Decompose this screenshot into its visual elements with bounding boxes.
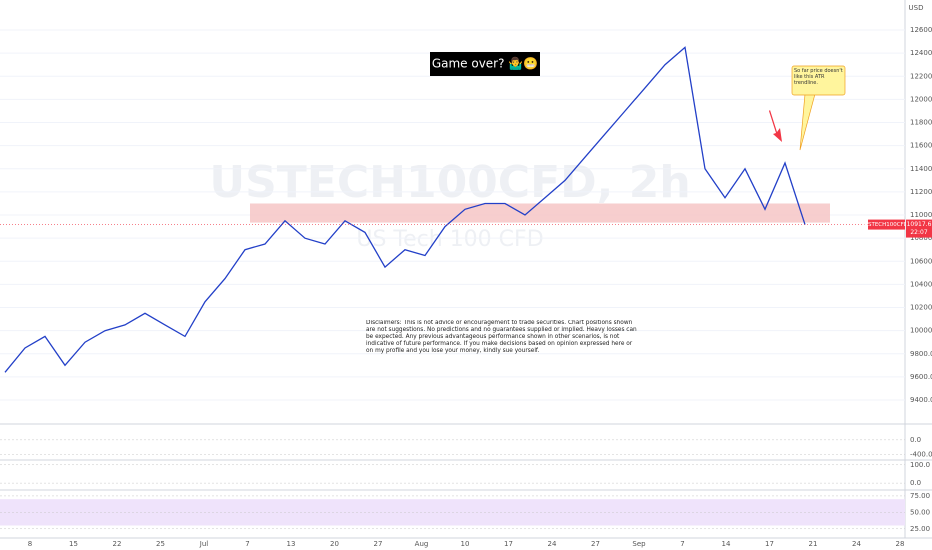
resistance-zone bbox=[250, 203, 830, 223]
y-tick-label: 9600.0 bbox=[910, 373, 932, 381]
watermark-subtitle: US Tech 100 CFD bbox=[356, 227, 543, 252]
x-tick-label: 24 bbox=[852, 540, 861, 548]
disclaimer: Disclaimers: This is not advice or encou… bbox=[366, 320, 637, 354]
x-tick-label: 10 bbox=[461, 540, 470, 548]
y-tick-label: 12200.0 bbox=[910, 72, 932, 80]
pane-tick-label: -400.0 bbox=[910, 451, 932, 459]
y-tick-label: 11000.0 bbox=[910, 211, 932, 219]
y-tick-label: 10800.0 bbox=[910, 234, 932, 242]
y-tick-label: 9800.0 bbox=[910, 350, 932, 358]
currency: USD bbox=[909, 4, 924, 12]
price-tag bbox=[906, 219, 932, 238]
x-tick-label: 7 bbox=[245, 540, 249, 548]
pane-tick-label: 25.00 bbox=[910, 525, 930, 533]
y-tick-label: 10200.0 bbox=[910, 304, 932, 312]
headline: Game over? 🤷‍♂️😬 bbox=[432, 56, 538, 71]
disclaimer-wrap: Disclaimers: This is not advice or encou… bbox=[366, 320, 637, 354]
callout: So far price doesn't like this ATR trend… bbox=[794, 68, 843, 86]
symbol-tag bbox=[868, 219, 905, 230]
pane-tick-label: 0.0 bbox=[910, 436, 921, 444]
price-line bbox=[4, 46, 806, 373]
y-tick-label: 12000.0 bbox=[910, 95, 932, 103]
callout-box bbox=[791, 65, 846, 96]
y-tick-label: 11600.0 bbox=[910, 142, 932, 150]
x-tick-label: 17 bbox=[504, 540, 513, 548]
x-tick-label: 20 bbox=[330, 540, 339, 548]
headline-box bbox=[430, 52, 540, 76]
x-tick-label: 7 bbox=[680, 540, 684, 548]
watermark-title: USTECH100CFD, 2h bbox=[209, 157, 690, 208]
x-tick-label: 21 bbox=[809, 540, 818, 548]
y-tick-label: 10400.0 bbox=[910, 280, 932, 288]
x-tick-label: 27 bbox=[591, 540, 600, 548]
pane-tick-label: 50.00 bbox=[910, 508, 930, 516]
y-tick-label: 10000.0 bbox=[910, 327, 932, 335]
x-tick-label: 24 bbox=[548, 540, 557, 548]
x-tick-label: Aug bbox=[415, 540, 429, 548]
last-price-label: 10917.6 bbox=[907, 221, 932, 228]
x-tick-label: 28 bbox=[896, 540, 905, 548]
symbol-label: USTECH100CFD bbox=[864, 222, 908, 228]
pane-tick-label: 100.0 bbox=[910, 461, 930, 469]
x-tick-label: Sep bbox=[632, 540, 646, 548]
red-arrow bbox=[769, 110, 782, 142]
y-tick-label: 10600.0 bbox=[910, 257, 932, 265]
x-tick-label: 8 bbox=[28, 540, 32, 548]
y-tick-label: 12400.0 bbox=[910, 49, 932, 57]
x-tick-label: 15 bbox=[69, 540, 78, 548]
x-tick-label: 25 bbox=[156, 540, 165, 548]
pane-tick-label: 75.00 bbox=[910, 492, 930, 500]
callout-wrap: So far price doesn't like this ATR trend… bbox=[794, 68, 843, 86]
x-tick-label: 14 bbox=[722, 540, 731, 548]
x-tick-label: 13 bbox=[287, 540, 296, 548]
y-tick-label: 9400.0 bbox=[910, 396, 932, 404]
y-tick-label: 11200.0 bbox=[910, 188, 932, 196]
x-tick-label: 27 bbox=[374, 540, 383, 548]
x-tick-label: Jul bbox=[199, 540, 209, 548]
y-tick-label: 11800.0 bbox=[910, 119, 932, 127]
y-tick-label: 11400.0 bbox=[910, 165, 932, 173]
y-tick-label: 12600.0 bbox=[910, 26, 932, 34]
pane-tick-label: 0.0 bbox=[910, 479, 921, 487]
x-tick-label: 22 bbox=[113, 540, 122, 548]
countdown: 22:07 bbox=[910, 229, 927, 236]
x-tick-label: 17 bbox=[765, 540, 774, 548]
